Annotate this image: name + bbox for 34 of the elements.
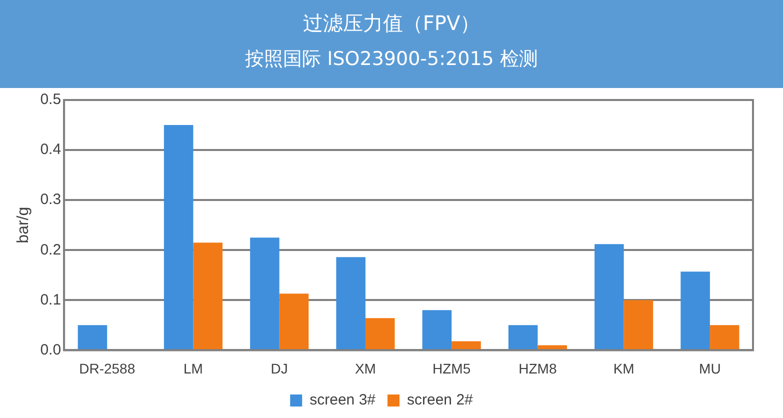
x-tick-label: XM xyxy=(354,360,376,376)
x-tick-label: MU xyxy=(699,360,721,376)
bar xyxy=(336,257,366,350)
chart-title: 过滤压力值（FPV） xyxy=(302,10,482,37)
y-tick-label: 0.5 xyxy=(40,91,62,108)
bar xyxy=(250,238,280,350)
bar xyxy=(538,345,567,350)
x-tick-label: HZM8 xyxy=(518,360,557,376)
y-tick-label: 0.0 xyxy=(40,341,62,358)
y-axis-title: bar/g xyxy=(15,206,32,244)
bar xyxy=(508,325,538,350)
bar xyxy=(710,325,740,350)
bar xyxy=(680,272,710,350)
bar xyxy=(164,125,194,350)
bar xyxy=(624,300,654,350)
x-tick-label: KM xyxy=(613,360,634,376)
bar xyxy=(193,242,223,350)
x-tick-label: DJ xyxy=(270,360,288,376)
bar xyxy=(452,341,481,350)
y-tick-label: 0.2 xyxy=(40,241,62,258)
y-tick-label: 0.1 xyxy=(40,291,62,308)
legend-label: screen 2# xyxy=(407,392,474,409)
bar xyxy=(279,294,309,350)
chart-subtitle: 按照国际 ISO23900-5:2015 检测 xyxy=(244,47,539,72)
bar xyxy=(594,244,624,350)
y-tick-label: 0.3 xyxy=(40,191,62,208)
bar xyxy=(365,318,395,350)
x-tick-label: DR-2588 xyxy=(79,360,136,376)
x-tick-label: LM xyxy=(184,360,203,376)
bar xyxy=(422,310,452,350)
legend-label: screen 3# xyxy=(310,392,376,409)
x-tick-label: HZM5 xyxy=(432,360,471,376)
bar xyxy=(78,325,108,350)
y-tick-label: 0.4 xyxy=(40,141,62,158)
